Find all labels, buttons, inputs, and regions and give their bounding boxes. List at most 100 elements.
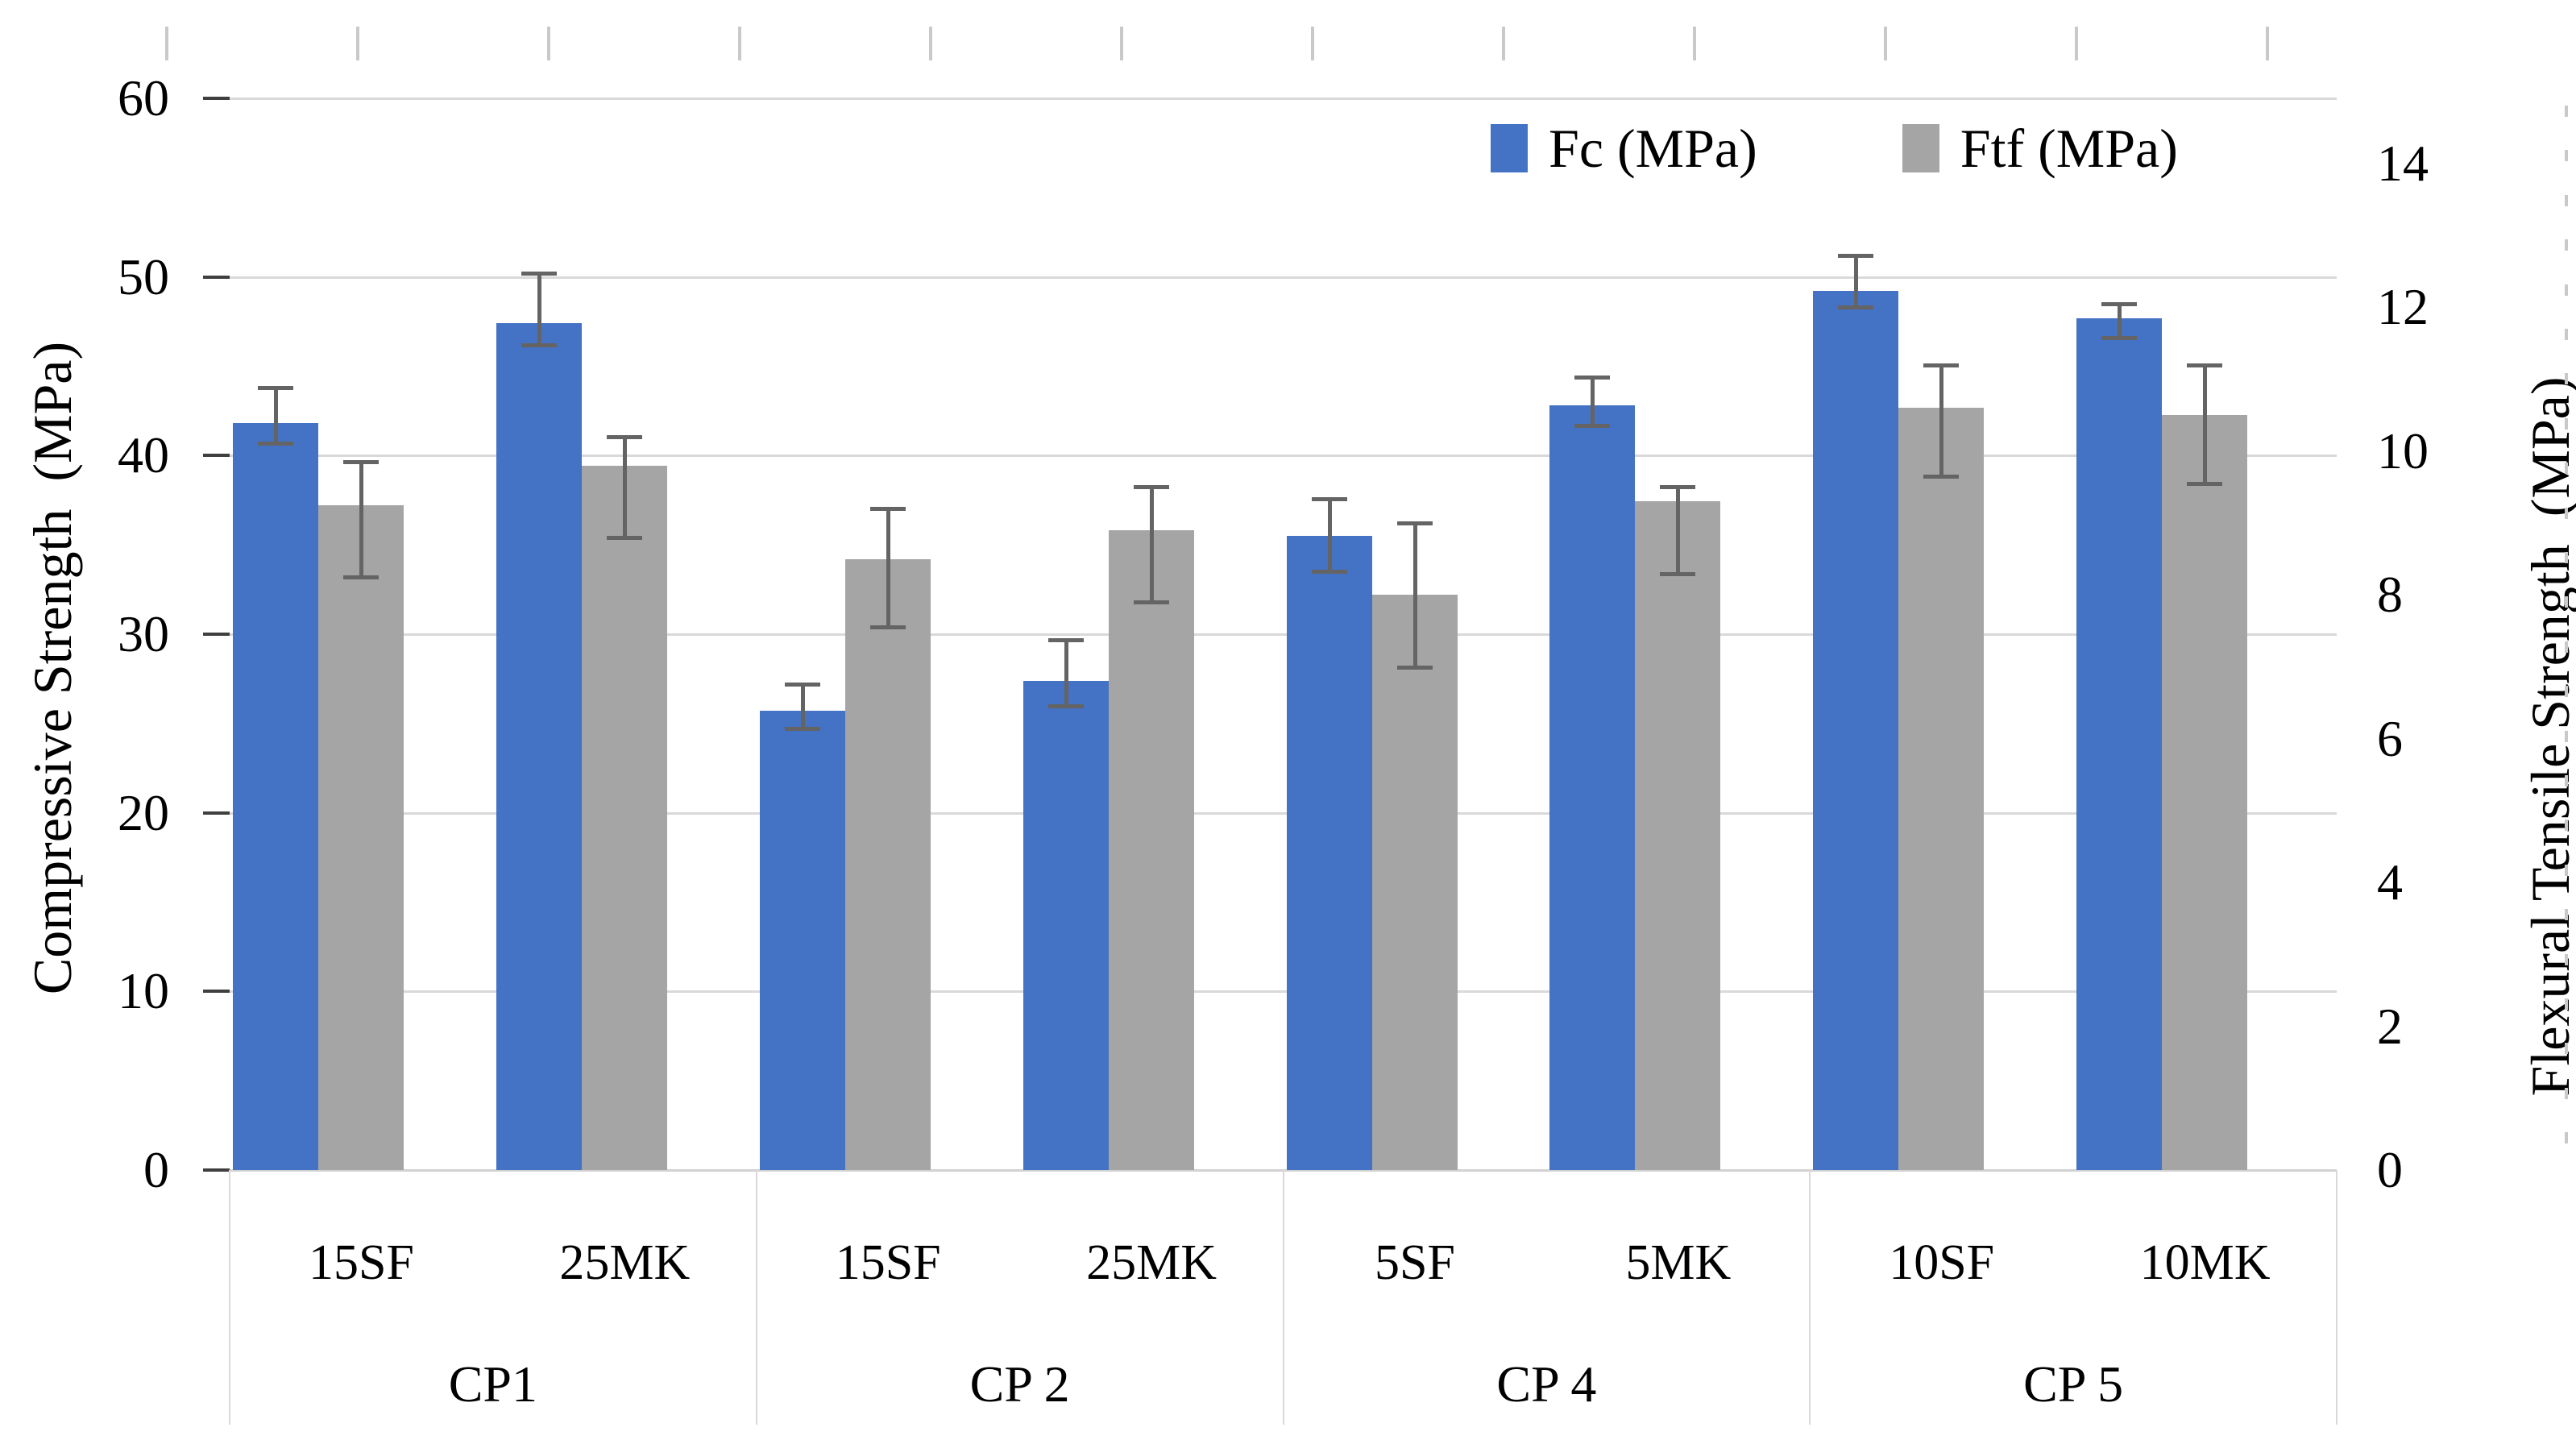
left-axis-tick (203, 1168, 230, 1172)
error-bar-cap (606, 535, 642, 540)
legend-swatch-ftf-icon (1902, 124, 1939, 172)
right-axis-minor-tick (2565, 1043, 2568, 1054)
bar-fc (233, 423, 318, 1170)
right-axis-minor-tick (2565, 106, 2568, 117)
legend-label-ftf: Ftf (MPa) (1960, 118, 2178, 179)
error-bar-cap (606, 435, 642, 439)
error-bar-cap (1660, 571, 1696, 576)
right-axis-minor-tick (2565, 1088, 2568, 1099)
error-bar (274, 388, 278, 443)
category-label: 25MK (1086, 1235, 1217, 1290)
group-separator (229, 1170, 230, 1425)
error-bar-cap (2101, 336, 2138, 341)
category-label: 5SF (1374, 1235, 1455, 1290)
gridline (230, 454, 2337, 458)
bar-ftf (1635, 501, 1721, 1170)
left-axis-tick (203, 990, 230, 994)
bar-fc (1813, 291, 1899, 1170)
group-separator (1282, 1170, 1284, 1425)
y-tick-label-right: 8 (2377, 566, 2403, 624)
group-label: CP 4 (1496, 1355, 1597, 1413)
y-tick-label-left: 50 (118, 247, 169, 305)
error-bar (1854, 255, 1859, 308)
error-bar (1591, 376, 1595, 425)
error-bar-cap (1311, 570, 1347, 575)
bar-ftf (1371, 595, 1458, 1170)
right-axis-minor-tick (2565, 329, 2568, 340)
error-bar-cap (1838, 305, 1874, 310)
right-axis-minor-tick (2565, 820, 2568, 831)
error-bar (1327, 498, 1332, 572)
group-label: CP 2 (969, 1355, 1070, 1413)
legend-label-fc: Fc (MPa) (1549, 118, 1757, 179)
y-tick-label-left: 10 (118, 962, 169, 1020)
y-tick-label-right: 6 (2377, 709, 2403, 767)
right-axis-minor-tick (2565, 865, 2568, 876)
bar-fc (2076, 317, 2163, 1170)
y-tick-label-left: 30 (118, 605, 169, 662)
right-axis-minor-tick (2565, 998, 2568, 1010)
y-tick-label-right: 2 (2377, 997, 2403, 1055)
y-tick-label-right: 4 (2377, 853, 2403, 911)
right-axis-minor-tick (2565, 284, 2568, 296)
right-axis-minor-tick (2565, 373, 2568, 384)
right-axis-minor-tick (2565, 418, 2568, 430)
error-bar-cap (343, 575, 379, 579)
gridline (230, 276, 2337, 279)
top-axis-tick (1120, 27, 1123, 60)
group-separator (2336, 1170, 2337, 1425)
left-axis-tick (203, 97, 230, 100)
error-bar-cap (1311, 496, 1347, 501)
error-bar-cap (2187, 363, 2223, 367)
right-axis-minor-tick (2565, 150, 2568, 161)
right-axis-minor-tick (2565, 686, 2568, 697)
y-tick-label-left: 40 (118, 426, 169, 484)
gridline (230, 98, 2337, 100)
error-bar (1676, 487, 1681, 574)
error-bar-cap (1047, 637, 1084, 642)
error-bar (1412, 523, 1417, 667)
bar-ftf (581, 465, 667, 1170)
top-axis-tick (2266, 27, 2269, 60)
error-bar-cap (1923, 475, 1960, 479)
error-bar-cap (869, 507, 906, 512)
error-bar-cap (1838, 254, 1874, 259)
error-bar-cap (343, 460, 379, 465)
error-bar (2118, 303, 2122, 338)
y-tick-label-right: 0 (2377, 1141, 2403, 1198)
gridline (230, 811, 2337, 815)
left-axis-tick (203, 811, 230, 815)
bar-ftf (844, 558, 931, 1170)
error-bar-cap (1396, 665, 1433, 670)
y-tick-label-right: 10 (2377, 421, 2429, 479)
y-tick-label-left: 20 (118, 783, 169, 841)
right-axis-minor-tick (2565, 775, 2568, 786)
error-bar-cap (1574, 375, 1611, 380)
top-axis-tick (1693, 27, 1696, 60)
category-label: 15SF (835, 1235, 941, 1290)
right-axis-minor-tick (2565, 909, 2568, 920)
error-bar-cap (1133, 485, 1169, 490)
bar-fc (759, 711, 845, 1170)
right-axis-minor-tick (2565, 463, 2568, 474)
error-bar (1149, 487, 1154, 603)
legend-item-ftf: Ftf (MPa) (1902, 121, 2178, 176)
error-bar-cap (258, 386, 293, 391)
error-bar (1064, 639, 1068, 706)
right-axis-minor-tick (2565, 641, 2568, 653)
category-label: 25MK (559, 1235, 691, 1290)
group-separator (1809, 1170, 1811, 1425)
category-label: 10SF (1889, 1235, 1995, 1290)
error-bar-cap (1574, 423, 1611, 428)
error-bar-cap (869, 625, 906, 630)
error-bar (2203, 364, 2208, 483)
error-bar-cap (521, 342, 557, 347)
bar-fc (1023, 680, 1109, 1170)
error-bar-cap (1923, 363, 1960, 367)
left-axis-tick (203, 633, 230, 636)
left-axis-tick (203, 275, 230, 279)
error-bar (800, 684, 805, 729)
right-axis-minor-tick (2565, 508, 2568, 519)
category-label: 5MK (1625, 1235, 1732, 1290)
